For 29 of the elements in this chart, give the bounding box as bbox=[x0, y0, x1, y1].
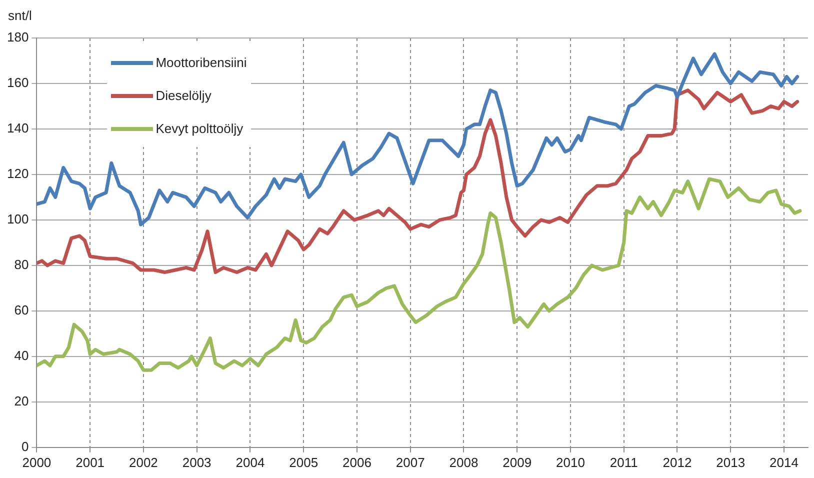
x-tick-label: 2000 bbox=[22, 454, 52, 470]
x-tick-label: 2012 bbox=[662, 454, 692, 470]
y-tick-label: 20 bbox=[14, 393, 29, 408]
x-tick-label: 2003 bbox=[182, 454, 212, 470]
x-tick-label: 2008 bbox=[449, 454, 478, 470]
x-tick-label: 2011 bbox=[610, 454, 638, 470]
x-tick-label: 2002 bbox=[128, 454, 158, 470]
legend-label: Moottoribensiini bbox=[156, 55, 247, 70]
y-axis-title: snt/l bbox=[8, 8, 32, 23]
x-tick-label: 2004 bbox=[236, 454, 265, 470]
y-tick-label: 140 bbox=[6, 120, 29, 136]
y-tick-label: 120 bbox=[6, 166, 29, 182]
legend-label: Dieselöljy bbox=[156, 88, 212, 103]
y-tick-label: 180 bbox=[6, 30, 29, 45]
y-tick-label: 80 bbox=[14, 257, 29, 272]
x-tick-label: 2006 bbox=[342, 454, 372, 470]
x-tick-label: 2009 bbox=[502, 454, 532, 470]
y-tick-label: 0 bbox=[21, 438, 29, 454]
x-tick-label: 2013 bbox=[716, 454, 746, 470]
legend-label: Kevyt polttoöljy bbox=[156, 121, 244, 136]
y-tick-label: 100 bbox=[6, 212, 29, 227]
x-tick-label: 2010 bbox=[556, 454, 585, 470]
x-tick-label: 2007 bbox=[396, 454, 425, 470]
y-tick-label: 60 bbox=[14, 302, 29, 318]
x-tick-label: 2014 bbox=[770, 454, 798, 470]
x-tick-label: 2001 bbox=[76, 454, 105, 470]
x-tick-label: 2005 bbox=[289, 454, 318, 470]
y-tick-label: 40 bbox=[14, 348, 29, 363]
y-tick-label: 160 bbox=[6, 75, 29, 90]
